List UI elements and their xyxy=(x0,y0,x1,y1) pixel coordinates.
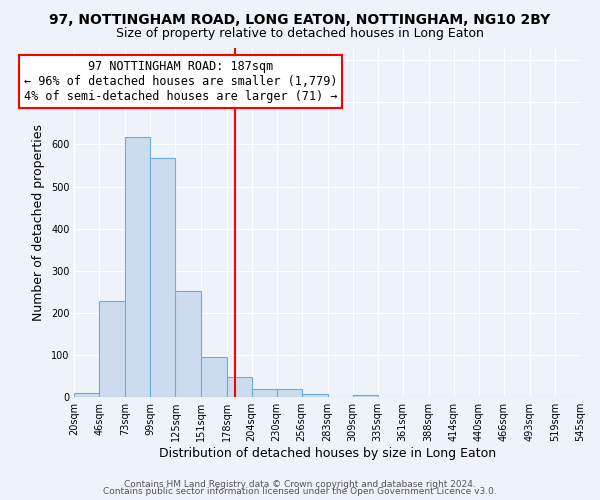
Text: Contains HM Land Registry data © Crown copyright and database right 2024.: Contains HM Land Registry data © Crown c… xyxy=(124,480,476,489)
Bar xyxy=(277,389,302,397)
Text: Contains public sector information licensed under the Open Government Licence v3: Contains public sector information licen… xyxy=(103,487,497,496)
Bar xyxy=(353,395,378,397)
Bar xyxy=(125,137,151,397)
Text: 97 NOTTINGHAM ROAD: 187sqm
← 96% of detached houses are smaller (1,779)
4% of se: 97 NOTTINGHAM ROAD: 187sqm ← 96% of deta… xyxy=(23,60,337,103)
Bar xyxy=(302,394,328,397)
Bar xyxy=(175,290,200,397)
Text: 97, NOTTINGHAM ROAD, LONG EATON, NOTTINGHAM, NG10 2BY: 97, NOTTINGHAM ROAD, LONG EATON, NOTTING… xyxy=(49,12,551,26)
Bar xyxy=(227,378,251,397)
Text: Size of property relative to detached houses in Long Eaton: Size of property relative to detached ho… xyxy=(116,28,484,40)
Bar xyxy=(251,389,277,397)
X-axis label: Distribution of detached houses by size in Long Eaton: Distribution of detached houses by size … xyxy=(158,447,496,460)
Bar xyxy=(200,357,227,397)
Bar xyxy=(100,301,125,397)
Bar xyxy=(151,158,175,397)
Bar xyxy=(74,393,100,397)
Y-axis label: Number of detached properties: Number of detached properties xyxy=(32,124,46,321)
